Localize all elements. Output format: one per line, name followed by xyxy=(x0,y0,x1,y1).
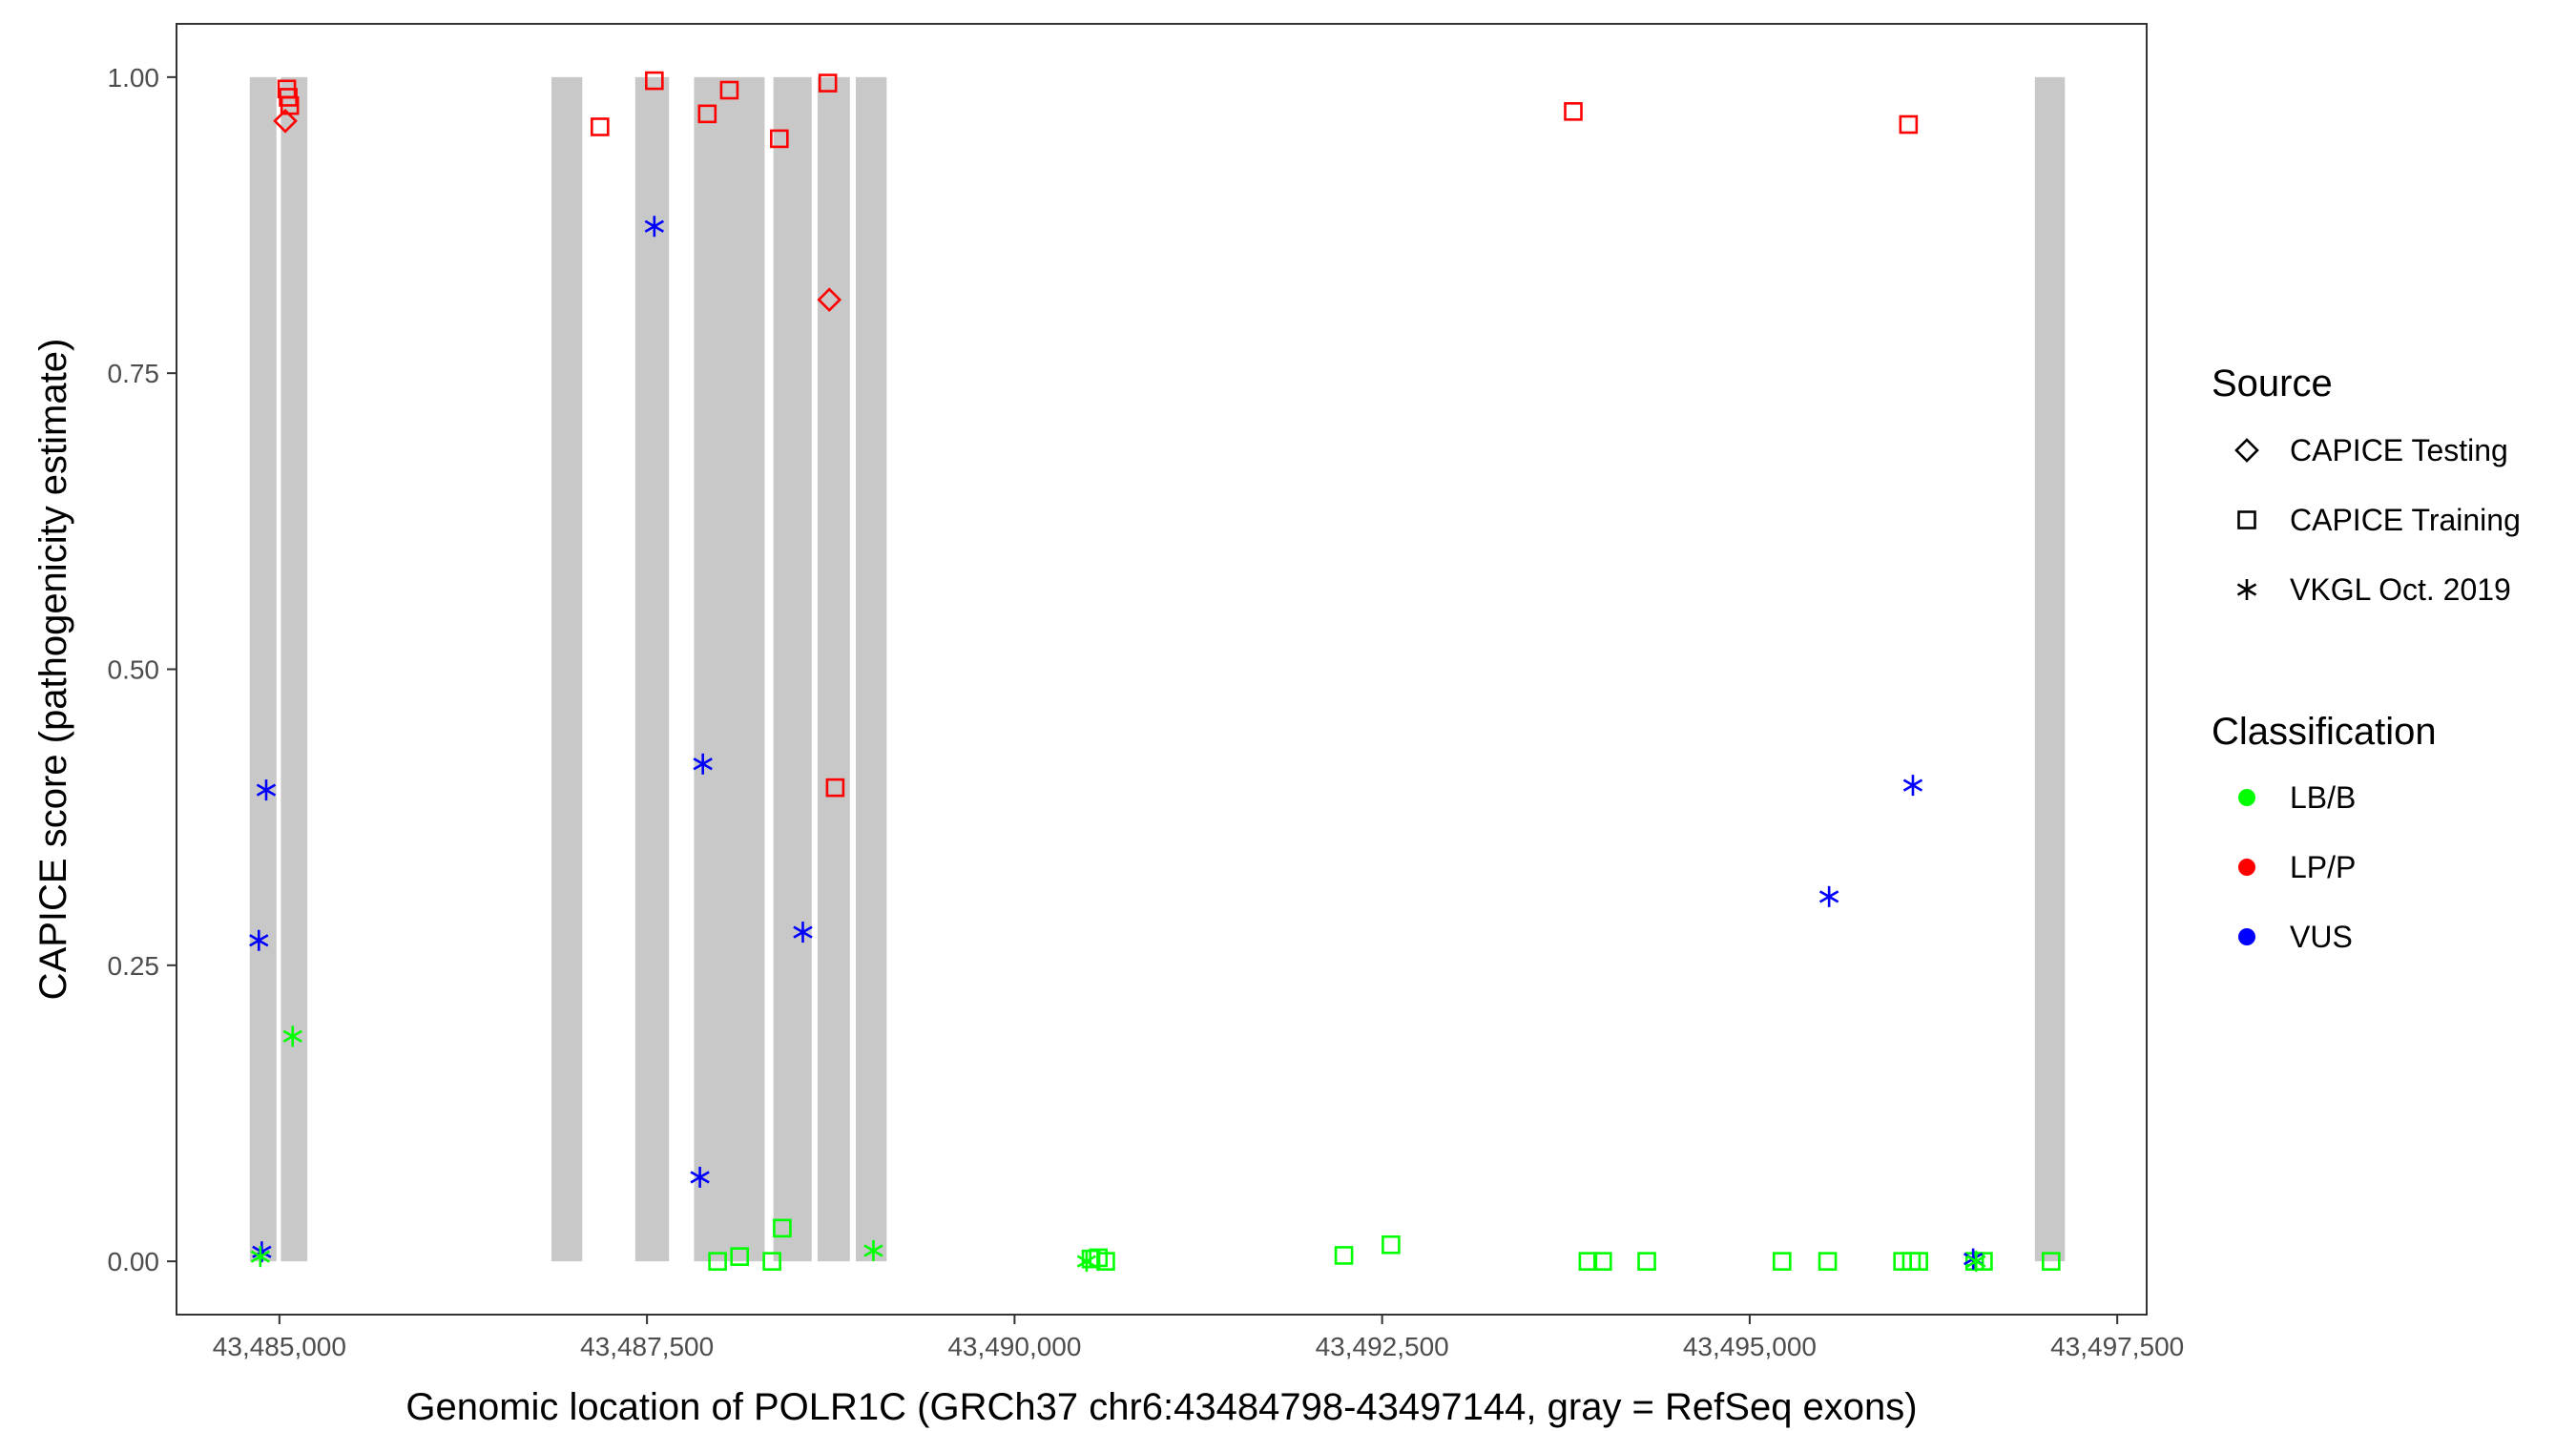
y-tick-label: 0.00 xyxy=(108,1247,160,1276)
exon-band xyxy=(249,76,277,1262)
data-point-square xyxy=(1381,1234,1401,1255)
exon-band xyxy=(817,76,850,1262)
legend: Source Classification CAPICE Testing CAPI… xyxy=(2212,363,2521,954)
data-point-square xyxy=(818,73,838,93)
data-point-square xyxy=(1593,1252,1612,1271)
x-tick-label: 43,495,000 xyxy=(1683,1332,1817,1361)
legend-class-label: LP/P xyxy=(2290,850,2356,884)
y-tick-label: 0.25 xyxy=(108,951,160,981)
data-point-asterisk xyxy=(256,779,277,801)
y-axis-title: CAPICE score (pathogenicity estimate) xyxy=(32,339,74,1001)
data-point-asterisk xyxy=(1902,775,1923,797)
y-tick-label: 0.50 xyxy=(108,655,160,685)
data-point-asterisk xyxy=(863,1239,883,1261)
exon-band xyxy=(280,76,308,1262)
data-point-asterisk xyxy=(250,1246,271,1268)
data-point-asterisk xyxy=(1076,1251,1097,1273)
data-point-square xyxy=(762,1252,781,1271)
y-tick-label: 1.00 xyxy=(108,63,160,93)
x-tick-label: 43,490,000 xyxy=(947,1332,1081,1361)
data-point-square xyxy=(719,80,739,100)
legend-class-label: LB/B xyxy=(2290,780,2356,815)
x-tick-label: 43,497,500 xyxy=(2050,1332,2184,1361)
data-point-square xyxy=(770,129,789,149)
exon-band xyxy=(694,76,765,1262)
legend-key-square xyxy=(2237,510,2256,529)
data-point-square xyxy=(1818,1252,1838,1271)
data-point-square xyxy=(591,117,610,136)
points-layer xyxy=(249,71,2061,1273)
legend-key-asterisk xyxy=(2236,579,2257,600)
legend-key-dot xyxy=(2238,928,2255,945)
data-point-square xyxy=(1909,1252,1928,1271)
data-point-square xyxy=(697,104,717,124)
exon-band xyxy=(773,76,812,1262)
data-point-square xyxy=(825,778,845,798)
data-point-asterisk xyxy=(644,216,665,238)
exon-band xyxy=(855,76,887,1262)
exon-band xyxy=(2034,76,2066,1262)
x-tick-label: 43,492,500 xyxy=(1316,1332,1449,1361)
x-axis-title: Genomic location of POLR1C (GRCh37 chr6:… xyxy=(405,1386,1917,1428)
exon-band xyxy=(551,76,583,1262)
data-point-asterisk xyxy=(1818,885,1839,907)
legend-source-label: VKGL Oct. 2019 xyxy=(2290,572,2511,607)
data-point-asterisk xyxy=(793,922,813,944)
data-point-square xyxy=(2042,1252,2061,1271)
exon-band xyxy=(634,76,670,1262)
data-point-square xyxy=(730,1247,750,1266)
axes-layer: 43,485,000 43,487,500 43,490,000 43,492,500… xyxy=(108,63,2185,1361)
data-point-asterisk xyxy=(249,929,269,951)
data-point-square xyxy=(1334,1246,1354,1265)
data-point-square xyxy=(1773,1252,1792,1271)
data-point-square xyxy=(1899,114,1919,135)
data-point-diamond xyxy=(273,108,298,134)
data-point-asterisk xyxy=(690,1167,710,1189)
legend-source-label: CAPICE Testing xyxy=(2290,433,2508,467)
data-point-square xyxy=(1637,1252,1656,1271)
x-tick-label: 43,485,000 xyxy=(213,1332,346,1361)
data-point-square xyxy=(1096,1252,1115,1271)
data-point-square xyxy=(280,95,300,115)
data-point-asterisk xyxy=(693,753,713,775)
data-point-square xyxy=(1564,102,1583,121)
x-tick-label: 43,487,500 xyxy=(580,1332,714,1361)
data-point-square xyxy=(708,1252,727,1271)
data-point-asterisk xyxy=(282,1026,302,1047)
legend-key-dot xyxy=(2238,789,2255,806)
y-tick-label: 0.75 xyxy=(108,359,160,388)
legend-source-label: CAPICE Training xyxy=(2290,503,2521,537)
legend-class-label: VUS xyxy=(2290,920,2353,954)
data-point-diamond xyxy=(817,287,842,313)
data-point-square xyxy=(645,71,664,91)
legend-key-diamond xyxy=(2234,438,2259,463)
exons-layer xyxy=(249,76,2066,1262)
legend-source-title: Source xyxy=(2212,363,2333,404)
data-point-square xyxy=(1578,1252,1598,1271)
legend-key-dot xyxy=(2238,859,2255,876)
data-point-asterisk xyxy=(1966,1251,1986,1273)
legend-classification-title: Classification xyxy=(2212,711,2437,753)
data-point-square xyxy=(773,1218,792,1238)
